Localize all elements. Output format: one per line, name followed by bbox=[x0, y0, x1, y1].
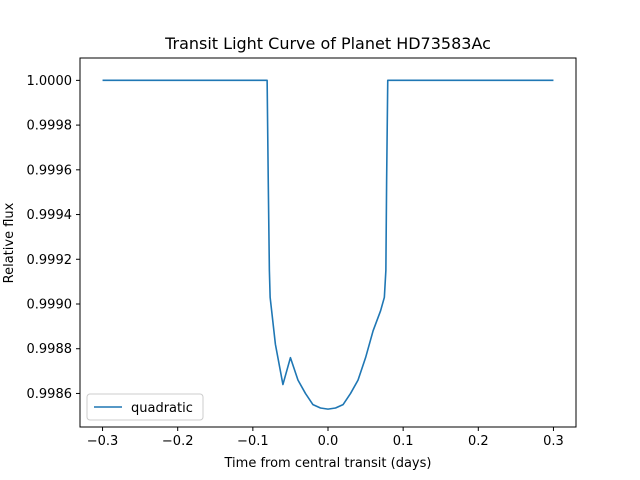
legend-box bbox=[86, 393, 204, 421]
legend: quadratic bbox=[86, 393, 204, 421]
x-tick-label: −0.1 bbox=[237, 434, 269, 449]
y-tick-label: 0.9990 bbox=[27, 298, 73, 313]
x-tick-label: 0.2 bbox=[468, 434, 489, 449]
chart-title: Transit Light Curve of Planet HD73583Ac bbox=[164, 34, 491, 53]
y-tick-label: 1.0000 bbox=[27, 74, 73, 89]
x-tick-label: 0.0 bbox=[318, 434, 339, 449]
series-line-quadratic bbox=[102, 79, 554, 410]
plot-area: −0.3 −0.2 −0.1 0.0 0.1 0.2 0.3 0.99860.99880.9… bbox=[27, 57, 577, 449]
y-tick-label: 0.9994 bbox=[27, 208, 73, 223]
x-axis-label: Time from central transit (days) bbox=[224, 456, 432, 471]
series-layer bbox=[102, 79, 554, 410]
y-tick-label: 0.9998 bbox=[27, 119, 73, 134]
y-axis: 0.9986 0.9988 0.9990 0.9992 0.9994 0.9996 0.99… bbox=[27, 74, 80, 402]
x-tick-label: −0.2 bbox=[162, 434, 194, 449]
y-tick-label: 0.9992 bbox=[27, 253, 73, 268]
x-tick-label: 0.3 bbox=[543, 434, 564, 449]
legend-label-quadratic: quadratic bbox=[131, 401, 193, 416]
y-tick-label: 0.9996 bbox=[27, 163, 73, 178]
plot-frame bbox=[79, 57, 577, 428]
y-axis-label: Relative flux bbox=[2, 202, 17, 283]
y-tick-label: 0.9988 bbox=[27, 342, 73, 357]
x-axis: −0.3 −0.2 −0.1 0.0 0.1 0.2 0.3 bbox=[87, 427, 564, 449]
x-tick-label: 0.1 bbox=[393, 434, 414, 449]
x-tick-label: −0.3 bbox=[87, 434, 119, 449]
y-tick-label: 0.9986 bbox=[27, 387, 73, 402]
